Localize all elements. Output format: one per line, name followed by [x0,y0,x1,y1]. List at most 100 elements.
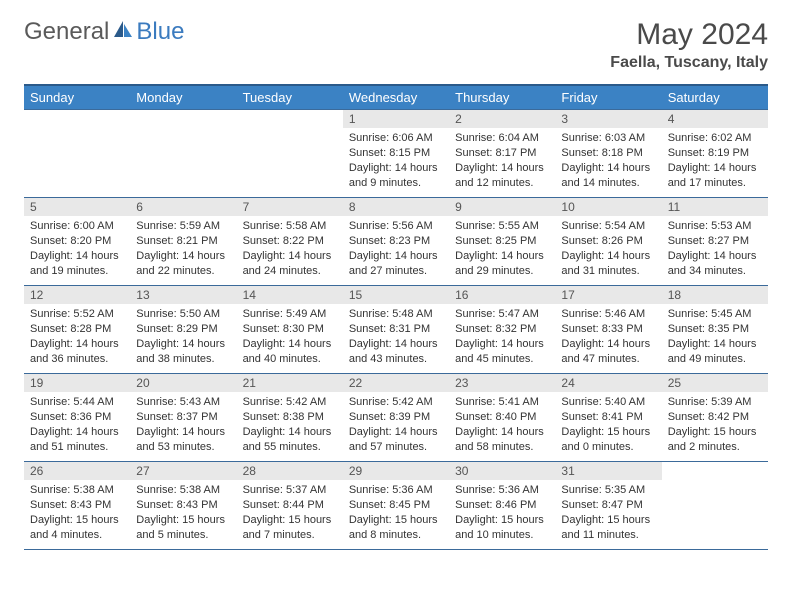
calendar-day-cell: 22Sunrise: 5:42 AMSunset: 8:39 PMDayligh… [343,374,449,462]
day-content: Sunrise: 5:38 AMSunset: 8:43 PMDaylight:… [24,480,130,545]
calendar-day-cell: 3Sunrise: 6:03 AMSunset: 8:18 PMDaylight… [555,110,661,198]
calendar-day-cell: 19Sunrise: 5:44 AMSunset: 8:36 PMDayligh… [24,374,130,462]
calendar-day-cell: 15Sunrise: 5:48 AMSunset: 8:31 PMDayligh… [343,286,449,374]
weekday-header: Friday [555,85,661,110]
day-number: 8 [343,198,449,216]
calendar-day-cell: 25Sunrise: 5:39 AMSunset: 8:42 PMDayligh… [662,374,768,462]
calendar-empty-cell [662,462,768,550]
day-number: 17 [555,286,661,304]
calendar-day-cell: 23Sunrise: 5:41 AMSunset: 8:40 PMDayligh… [449,374,555,462]
day-content: Sunrise: 5:50 AMSunset: 8:29 PMDaylight:… [130,304,236,369]
calendar-day-cell: 2Sunrise: 6:04 AMSunset: 8:17 PMDaylight… [449,110,555,198]
calendar-day-cell: 1Sunrise: 6:06 AMSunset: 8:15 PMDaylight… [343,110,449,198]
calendar-row: 26Sunrise: 5:38 AMSunset: 8:43 PMDayligh… [24,462,768,550]
calendar-empty-cell [130,110,236,198]
day-content: Sunrise: 5:44 AMSunset: 8:36 PMDaylight:… [24,392,130,457]
calendar-day-cell: 21Sunrise: 5:42 AMSunset: 8:38 PMDayligh… [237,374,343,462]
calendar-day-cell: 9Sunrise: 5:55 AMSunset: 8:25 PMDaylight… [449,198,555,286]
calendar-day-cell: 12Sunrise: 5:52 AMSunset: 8:28 PMDayligh… [24,286,130,374]
day-number: 1 [343,110,449,128]
day-content: Sunrise: 5:35 AMSunset: 8:47 PMDaylight:… [555,480,661,545]
day-content: Sunrise: 5:41 AMSunset: 8:40 PMDaylight:… [449,392,555,457]
day-number: 15 [343,286,449,304]
calendar-day-cell: 8Sunrise: 5:56 AMSunset: 8:23 PMDaylight… [343,198,449,286]
calendar-day-cell: 18Sunrise: 5:45 AMSunset: 8:35 PMDayligh… [662,286,768,374]
day-number: 21 [237,374,343,392]
day-number: 24 [555,374,661,392]
weekday-header: Thursday [449,85,555,110]
calendar-day-cell: 27Sunrise: 5:38 AMSunset: 8:43 PMDayligh… [130,462,236,550]
day-number: 23 [449,374,555,392]
day-number: 6 [130,198,236,216]
calendar-day-cell: 11Sunrise: 5:53 AMSunset: 8:27 PMDayligh… [662,198,768,286]
location: Faella, Tuscany, Italy [610,54,768,72]
calendar-body: 1Sunrise: 6:06 AMSunset: 8:15 PMDaylight… [24,110,768,550]
day-content: Sunrise: 5:52 AMSunset: 8:28 PMDaylight:… [24,304,130,369]
day-number: 30 [449,462,555,480]
day-number: 27 [130,462,236,480]
weekday-header: Tuesday [237,85,343,110]
header: General Blue May 2024 Faella, Tuscany, I… [24,18,768,72]
calendar-day-cell: 30Sunrise: 5:36 AMSunset: 8:46 PMDayligh… [449,462,555,550]
weekday-header: Wednesday [343,85,449,110]
calendar-row: 1Sunrise: 6:06 AMSunset: 8:15 PMDaylight… [24,110,768,198]
day-number: 3 [555,110,661,128]
day-content: Sunrise: 5:45 AMSunset: 8:35 PMDaylight:… [662,304,768,369]
weekday-header: Sunday [24,85,130,110]
day-content: Sunrise: 6:06 AMSunset: 8:15 PMDaylight:… [343,128,449,193]
day-number: 2 [449,110,555,128]
day-content: Sunrise: 5:39 AMSunset: 8:42 PMDaylight:… [662,392,768,457]
day-number: 4 [662,110,768,128]
day-number: 7 [237,198,343,216]
calendar-day-cell: 28Sunrise: 5:37 AMSunset: 8:44 PMDayligh… [237,462,343,550]
calendar-empty-cell [237,110,343,198]
day-number: 11 [662,198,768,216]
day-content: Sunrise: 5:47 AMSunset: 8:32 PMDaylight:… [449,304,555,369]
day-content: Sunrise: 5:56 AMSunset: 8:23 PMDaylight:… [343,216,449,281]
day-number: 26 [24,462,130,480]
calendar-day-cell: 16Sunrise: 5:47 AMSunset: 8:32 PMDayligh… [449,286,555,374]
day-content: Sunrise: 5:49 AMSunset: 8:30 PMDaylight:… [237,304,343,369]
day-number: 25 [662,374,768,392]
month-title: May 2024 [610,18,768,52]
day-content: Sunrise: 5:42 AMSunset: 8:38 PMDaylight:… [237,392,343,457]
day-number: 22 [343,374,449,392]
day-number: 9 [449,198,555,216]
calendar-day-cell: 29Sunrise: 5:36 AMSunset: 8:45 PMDayligh… [343,462,449,550]
day-number: 12 [24,286,130,304]
day-number: 19 [24,374,130,392]
title-block: May 2024 Faella, Tuscany, Italy [610,18,768,72]
day-content: Sunrise: 6:02 AMSunset: 8:19 PMDaylight:… [662,128,768,193]
day-content: Sunrise: 5:58 AMSunset: 8:22 PMDaylight:… [237,216,343,281]
day-number: 20 [130,374,236,392]
logo-text-1: General [24,18,109,46]
calendar-day-cell: 7Sunrise: 5:58 AMSunset: 8:22 PMDaylight… [237,198,343,286]
day-content: Sunrise: 5:36 AMSunset: 8:46 PMDaylight:… [449,480,555,545]
calendar-day-cell: 14Sunrise: 5:49 AMSunset: 8:30 PMDayligh… [237,286,343,374]
day-number: 14 [237,286,343,304]
calendar-row: 5Sunrise: 6:00 AMSunset: 8:20 PMDaylight… [24,198,768,286]
calendar-day-cell: 24Sunrise: 5:40 AMSunset: 8:41 PMDayligh… [555,374,661,462]
calendar-row: 12Sunrise: 5:52 AMSunset: 8:28 PMDayligh… [24,286,768,374]
sail-icon [112,18,134,46]
day-number: 16 [449,286,555,304]
day-content: Sunrise: 6:03 AMSunset: 8:18 PMDaylight:… [555,128,661,193]
day-content: Sunrise: 5:55 AMSunset: 8:25 PMDaylight:… [449,216,555,281]
calendar-day-cell: 5Sunrise: 6:00 AMSunset: 8:20 PMDaylight… [24,198,130,286]
day-number: 13 [130,286,236,304]
day-content: Sunrise: 5:38 AMSunset: 8:43 PMDaylight:… [130,480,236,545]
day-content: Sunrise: 6:04 AMSunset: 8:17 PMDaylight:… [449,128,555,193]
logo-text-2: Blue [136,18,184,46]
day-content: Sunrise: 5:40 AMSunset: 8:41 PMDaylight:… [555,392,661,457]
day-content: Sunrise: 5:53 AMSunset: 8:27 PMDaylight:… [662,216,768,281]
calendar-table: SundayMondayTuesdayWednesdayThursdayFrid… [24,84,768,550]
day-content: Sunrise: 5:59 AMSunset: 8:21 PMDaylight:… [130,216,236,281]
day-number: 10 [555,198,661,216]
calendar-day-cell: 13Sunrise: 5:50 AMSunset: 8:29 PMDayligh… [130,286,236,374]
day-content: Sunrise: 5:48 AMSunset: 8:31 PMDaylight:… [343,304,449,369]
day-number: 28 [237,462,343,480]
day-content: Sunrise: 5:36 AMSunset: 8:45 PMDaylight:… [343,480,449,545]
day-number: 29 [343,462,449,480]
day-content: Sunrise: 5:43 AMSunset: 8:37 PMDaylight:… [130,392,236,457]
day-content: Sunrise: 5:42 AMSunset: 8:39 PMDaylight:… [343,392,449,457]
